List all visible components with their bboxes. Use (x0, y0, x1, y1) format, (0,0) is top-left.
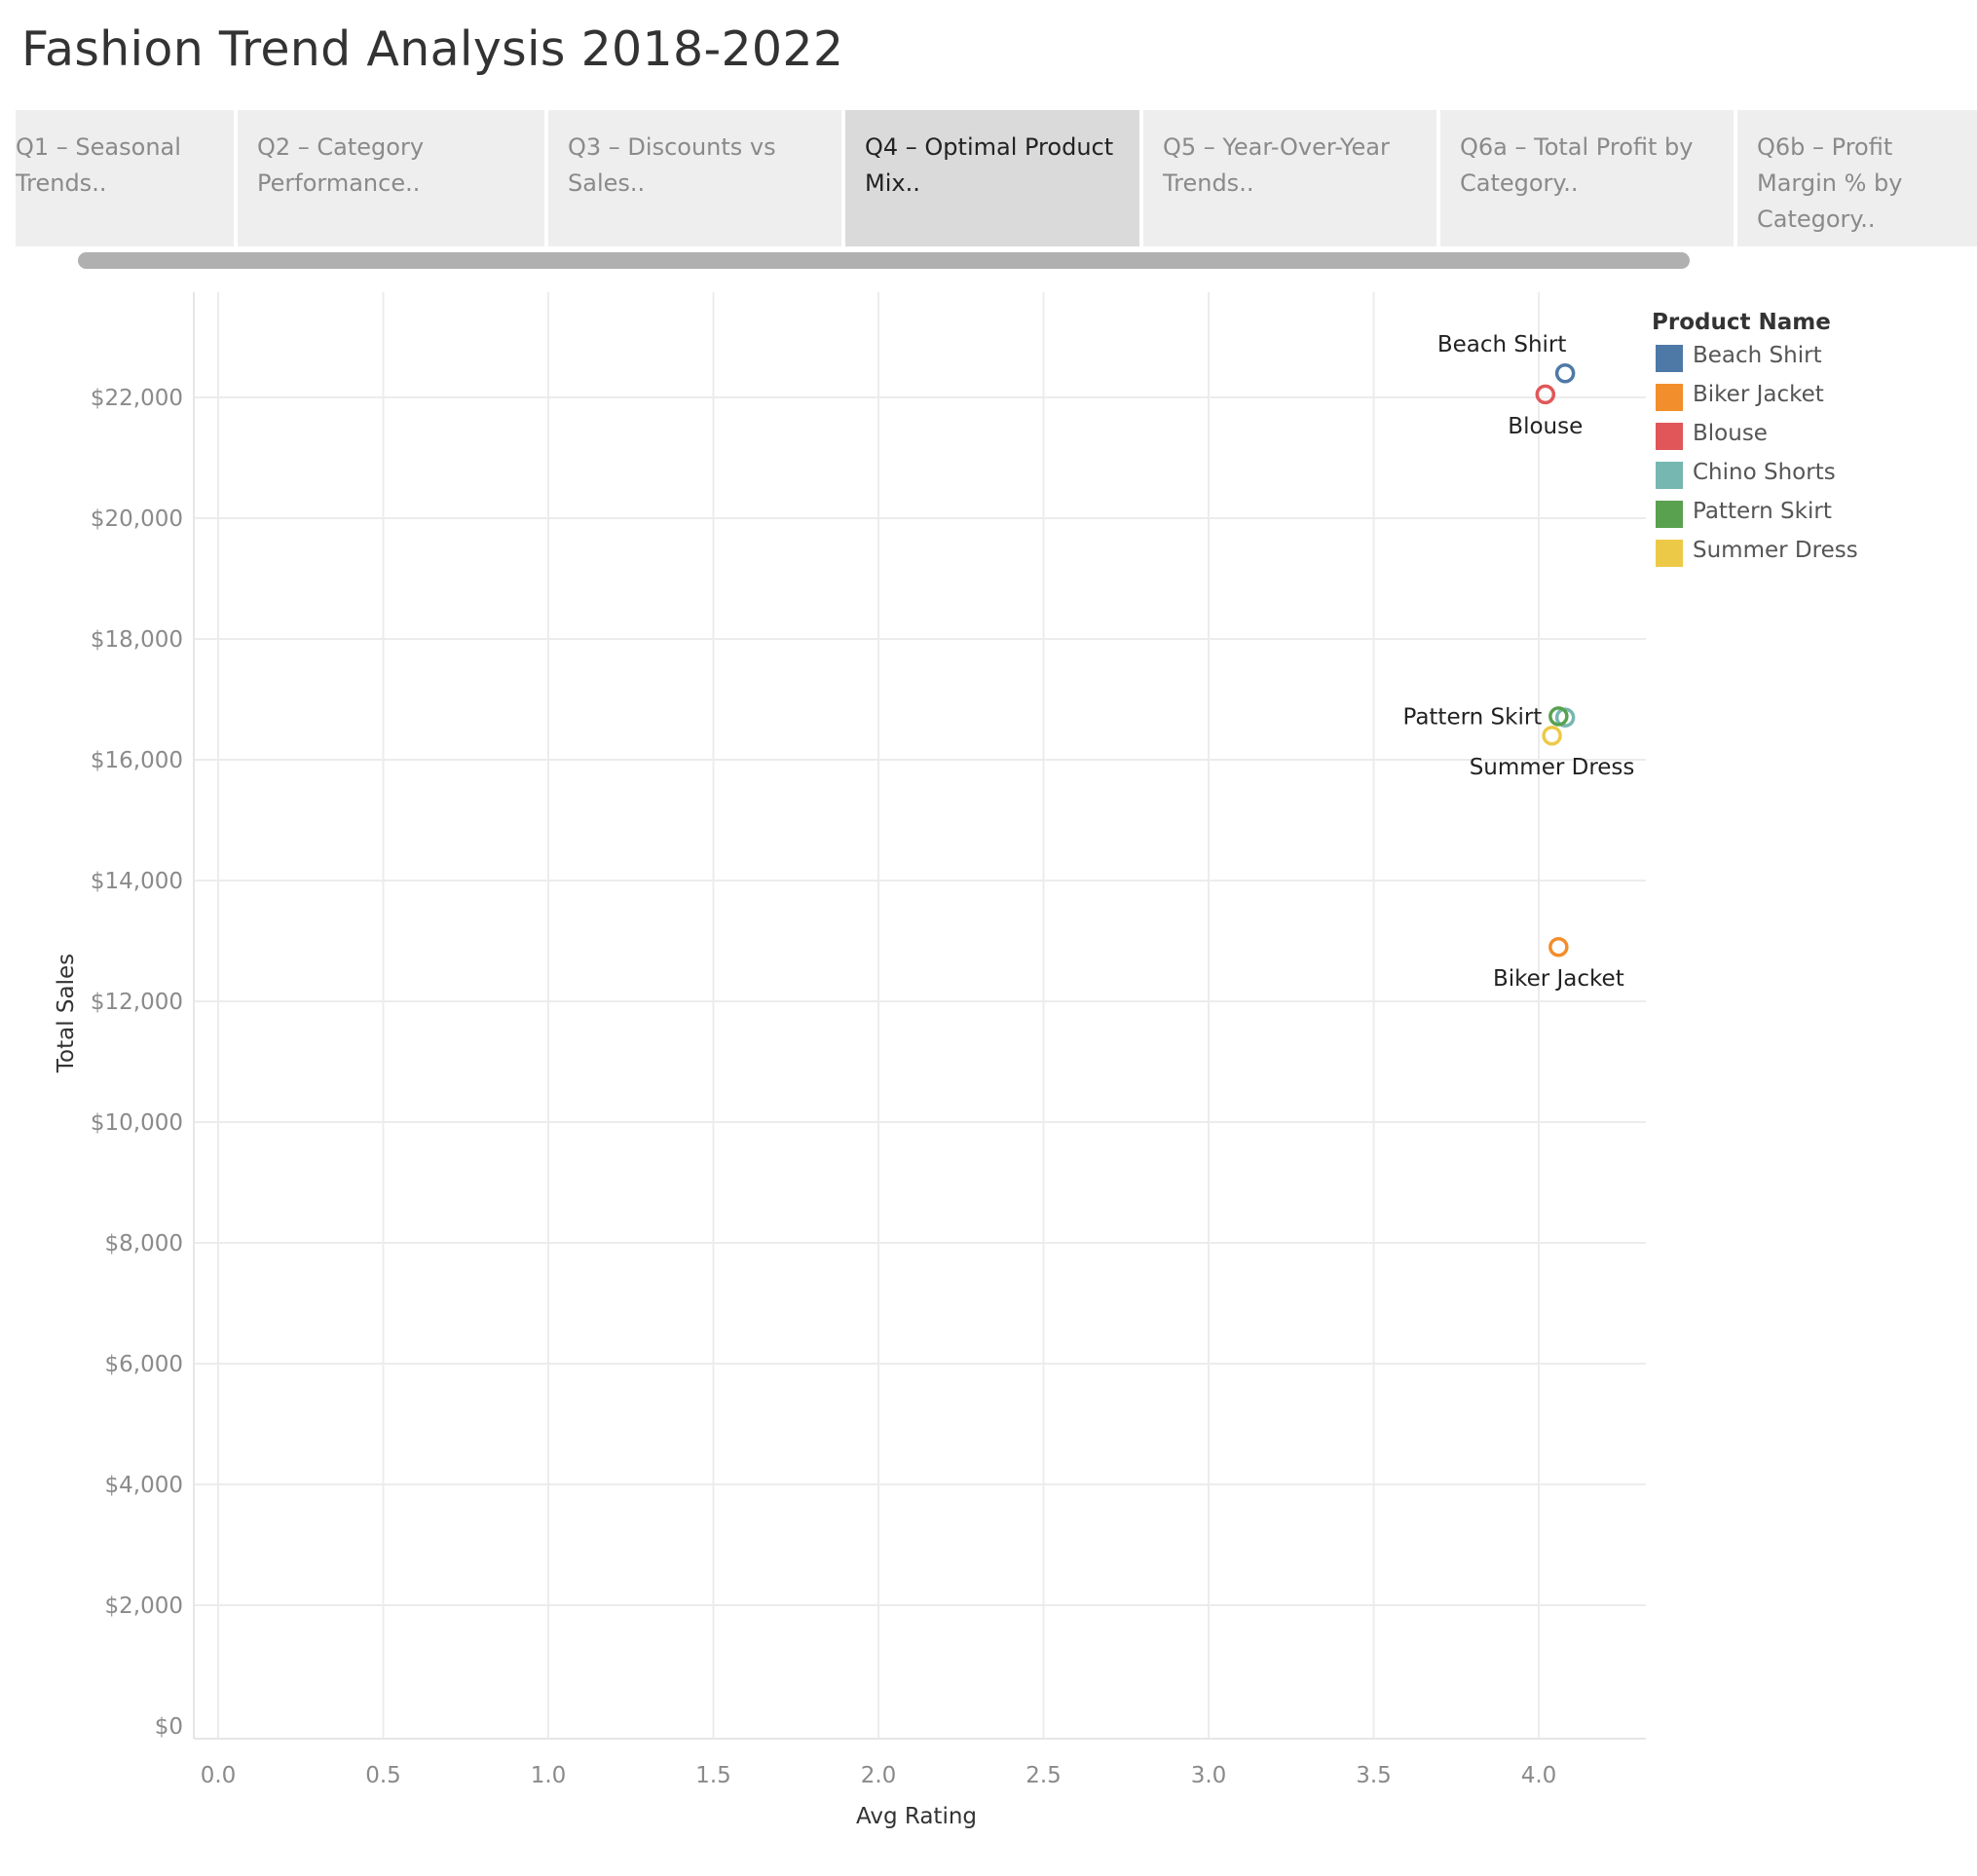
point-label-blouse: Blouse (1508, 414, 1583, 439)
tab-q2-category-performance[interactable]: Q2 – Category Performance.. (238, 110, 544, 246)
x-tick-label: 3.0 (1191, 1763, 1227, 1788)
x-tick-label: 2.0 (861, 1763, 897, 1788)
legend-label: Chino Shorts (1693, 460, 1836, 485)
x-tick-label: 1.5 (695, 1763, 731, 1788)
y-tick-label: $6,000 (105, 1352, 183, 1377)
y-tick-label: $22,000 (91, 386, 183, 411)
x-tick-label: 3.5 (1356, 1763, 1392, 1788)
legend-swatch (1656, 462, 1683, 489)
tab-q4-optimal-product-mix[interactable]: Q4 – Optimal Product Mix.. (845, 110, 1139, 246)
legend-item-blouse[interactable]: Blouse (1652, 419, 1831, 458)
point-label-biker-jacket: Biker Jacket (1493, 966, 1624, 992)
y-tick-label: $8,000 (105, 1231, 183, 1257)
legend-item-chino-shorts[interactable]: Chino Shorts (1652, 458, 1836, 497)
legend-swatch (1656, 540, 1683, 567)
points-layer (1535, 362, 1576, 957)
y-tick-label: $0 (155, 1714, 183, 1740)
tab-label: Q3 – Discounts vs Sales.. (568, 133, 776, 197)
legend: Product Name Beach Shirt Biker Jacket Blou… (1652, 310, 1858, 575)
tab-label: Q5 – Year-Over-Year Trends.. (1163, 133, 1390, 197)
grid-layer (194, 292, 1646, 1739)
y-tick-label: $14,000 (91, 869, 183, 894)
tab-scrollbar[interactable] (78, 252, 1690, 269)
legend-swatch (1656, 345, 1683, 372)
page-title: Fashion Trend Analysis 2018-2022 (21, 21, 844, 77)
data-point-biker-jacket[interactable] (1548, 936, 1569, 957)
tab-label: Q2 – Category Performance.. (257, 133, 425, 197)
legend-label: Blouse (1693, 421, 1768, 446)
y-tick-label: $16,000 (91, 748, 183, 773)
x-tick-label: 2.5 (1026, 1763, 1062, 1788)
tab-q1-seasonal-trends[interactable]: Q1 – Seasonal Trends.. (16, 110, 234, 246)
y-tick-label: $2,000 (105, 1594, 183, 1619)
legend-swatch (1656, 423, 1683, 450)
tab-label: Q4 – Optimal Product Mix.. (865, 133, 1114, 197)
tab-q6a-total-profit-by-category[interactable]: Q6a – Total Profit by Category.. (1440, 110, 1734, 246)
legend-title: Product Name (1652, 310, 1831, 335)
legend-item-beach-shirt[interactable]: Beach Shirt (1652, 341, 1831, 380)
data-point-blouse[interactable] (1535, 384, 1556, 405)
legend-item-biker-jacket[interactable]: Biker Jacket (1652, 380, 1831, 419)
data-point-beach-shirt[interactable] (1554, 362, 1576, 384)
legend-item-summer-dress[interactable]: Summer Dress (1652, 536, 1858, 575)
y-tick-label: $20,000 (91, 507, 183, 532)
labels-layer: Beach Shirt Biker Jacket Blouse Pattern Ski… (1402, 332, 1634, 992)
x-tick-label: 4.0 (1521, 1763, 1557, 1788)
legend-items: Beach Shirt Biker Jacket Blouse Chino Short… (1652, 341, 1858, 575)
tab-label: Q6a – Total Profit by Category.. (1460, 133, 1694, 197)
legend-label: Beach Shirt (1693, 343, 1822, 368)
point-label-beach-shirt: Beach Shirt (1437, 332, 1567, 357)
tab-q6b-profit-margin-by-category[interactable]: Q6b – Profit Margin % by Category.. (1737, 110, 1977, 246)
tab-label: Q1 – Seasonal Trends.. (16, 133, 181, 197)
x-axis-title: Avg Rating (856, 1804, 977, 1829)
tab-scrollbar-thumb[interactable] (78, 252, 1690, 269)
tab-label: Q6b – Profit Margin % by Category.. (1757, 133, 1903, 233)
y-tick-label: $12,000 (91, 990, 183, 1015)
legend-label: Pattern Skirt (1693, 499, 1832, 524)
y-tick-label: $18,000 (91, 627, 183, 653)
legend-label: Summer Dress (1693, 538, 1858, 563)
data-point-pattern-skirt[interactable] (1548, 706, 1569, 727)
x-tick-label: 0.5 (365, 1763, 401, 1788)
legend-swatch (1656, 384, 1683, 411)
point-label-pattern-skirt: Pattern Skirt (1402, 704, 1542, 730)
dashboard-tab-strip: Q1 – Seasonal Trends.. Q2 – Category Per… (16, 110, 1977, 246)
legend-label: Biker Jacket (1693, 382, 1824, 407)
y-tick-label: $4,000 (105, 1473, 183, 1498)
x-tick-label: 1.0 (531, 1763, 567, 1788)
point-label-summer-dress: Summer Dress (1470, 755, 1635, 780)
tab-q3-discounts-vs-sales[interactable]: Q3 – Discounts vs Sales.. (548, 110, 841, 246)
y-axis-title: Total Sales (54, 954, 79, 1073)
x-tick-label: 0.0 (201, 1763, 237, 1788)
axis-layer: 0.0 0.5 1.0 1.5 2.0 2.5 3.0 3.5 4.0 $0 $2,000 $4,00… (91, 292, 1646, 1788)
data-point-summer-dress[interactable] (1542, 725, 1562, 746)
legend-item-pattern-skirt[interactable]: Pattern Skirt (1652, 497, 1832, 536)
y-tick-label: $10,000 (91, 1110, 183, 1136)
tab-q5-year-over-year-trends[interactable]: Q5 – Year-Over-Year Trends.. (1143, 110, 1436, 246)
legend-swatch (1656, 501, 1683, 528)
